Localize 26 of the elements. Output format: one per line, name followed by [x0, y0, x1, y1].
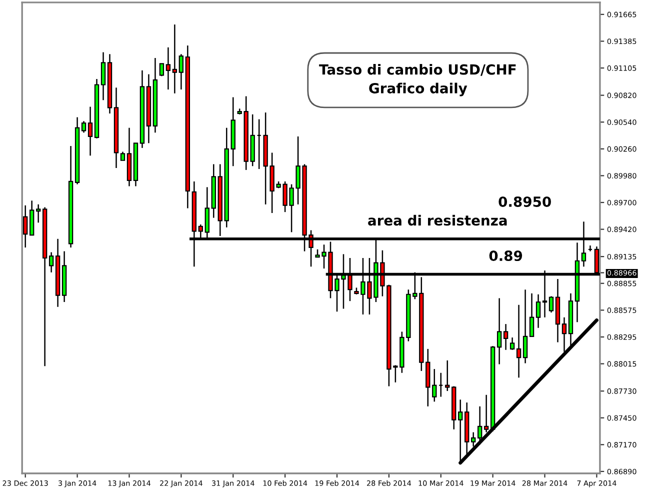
candlestick [178, 54, 184, 90]
candlestick [23, 204, 28, 248]
candlestick [510, 336, 515, 351]
candlestick [166, 46, 171, 90]
candlestick [548, 296, 554, 314]
candlestick [88, 106, 93, 156]
candlestick [496, 298, 502, 365]
candlestick [432, 368, 437, 402]
candlestick [484, 394, 489, 433]
text: Tasso di cambio USD/CHF Grafico daily [319, 64, 516, 96]
candlestick [445, 360, 450, 392]
candlestick [471, 432, 476, 448]
candlestick [81, 120, 86, 134]
candlestick [516, 304, 522, 378]
candlestick [522, 288, 528, 364]
ref-line-label: 0.89 [489, 250, 522, 262]
candlestick [48, 252, 54, 273]
candlestick [159, 63, 164, 77]
candlestick [172, 24, 178, 94]
candlestick [529, 292, 534, 338]
candlestick [100, 52, 106, 101]
candlestick [536, 294, 541, 328]
candlestick [36, 204, 41, 224]
ref-line-label: area di resistenza [368, 214, 507, 226]
annotation: 0.8950 [498, 196, 551, 207]
candlestick [503, 323, 508, 351]
